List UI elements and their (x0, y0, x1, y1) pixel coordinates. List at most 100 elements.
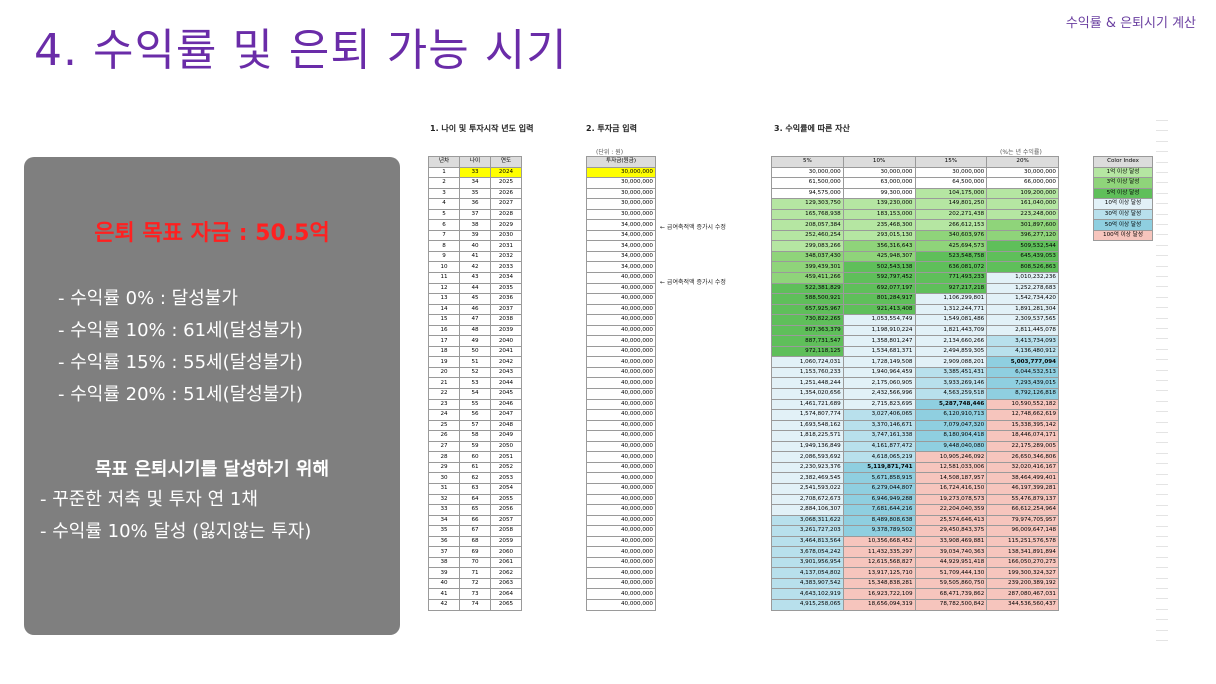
table-row: 34,000,000 (586, 229, 656, 242)
rate-unit-label: (%는 년 수익률) (1000, 149, 1042, 156)
table-row: 36 68 2059 (428, 535, 522, 548)
sheet-gridline (1156, 452, 1168, 454)
sheet-gridline (1156, 629, 1168, 631)
asset-cell: 8,792,126,818 (986, 388, 1059, 400)
age-cell: 69 (459, 546, 491, 558)
asset-cell: 13,917,125,710 (842, 567, 916, 579)
asset-cell: 63,000,000 (842, 177, 916, 189)
year-count-cell: 21 (428, 377, 460, 390)
asset-cell: 9,378,789,502 (842, 525, 916, 537)
asset-cell: 4,136,480,912 (986, 345, 1059, 358)
asset-cell: 10,356,668,452 (842, 535, 916, 548)
table-row: 1,060,724,031 1,728,149,508 2,909,088,201 5… (771, 356, 1059, 368)
year-cell: 2050 (490, 440, 522, 453)
year-count-cell: 35 (428, 525, 460, 537)
asset-cell: 199,300,324,327 (986, 567, 1059, 579)
asset-cell: 1,818,225,571 (771, 430, 844, 442)
asset-cell: 523,548,758 (914, 250, 988, 263)
principal-cell: 40,000,000 (586, 535, 656, 548)
header-year: 연도 (490, 156, 522, 168)
table-row: 2,086,593,692 4,618,065,219 10,905,246,092… (771, 451, 1059, 463)
asset-cell: 12,748,662,619 (986, 409, 1059, 421)
asset-cell: 30,000,000 (842, 166, 916, 179)
sheet-gridline (1156, 140, 1168, 142)
table-row: 1,949,136,849 4,161,877,472 9,448,040,080 2… (771, 440, 1059, 453)
year-cell: 2046 (490, 398, 522, 411)
year-cell: 2038 (490, 314, 522, 326)
table-row: 129,303,750 139,230,000 149,801,250 161,040… (771, 198, 1059, 210)
table-row: 40,000,000 (586, 345, 656, 358)
asset-cell: 344,536,560,437 (986, 598, 1059, 611)
table-row: 40,000,000 (586, 514, 656, 527)
year-count-cell: 23 (428, 398, 460, 411)
table-row: 3 35 2026 (428, 187, 522, 200)
asset-cell: 3,413,734,093 (986, 335, 1059, 347)
asset-cell: 399,439,301 (771, 261, 844, 273)
age-cell: 37 (459, 208, 491, 221)
sheet-gridline (1156, 307, 1168, 309)
table-row: 40,000,000 (586, 461, 656, 474)
table-row: 40 72 2063 (428, 577, 522, 590)
asset-cell: 78,782,500,842 (914, 598, 988, 611)
table-row: 6 38 2029 (428, 219, 522, 231)
sheet-gridline (1156, 348, 1168, 350)
year-count-cell: 40 (428, 577, 460, 590)
year-cell: 2031 (490, 240, 522, 252)
table-row: 26 58 2049 (428, 430, 522, 442)
sheet-gridline (1156, 432, 1168, 433)
asset-cell: 3,901,956,954 (771, 556, 844, 569)
year-count-cell: 41 (428, 588, 460, 600)
table-row: 3,678,054,242 11,432,335,297 39,034,740,36… (771, 546, 1059, 558)
year-count-cell: 37 (428, 546, 460, 558)
age-cell: 53 (459, 377, 491, 390)
rate-item: - 수익률 20% : 51세(달성불가) (58, 384, 303, 405)
table-row: 657,925,967 921,413,408 1,312,244,771 1,891… (771, 303, 1059, 316)
asset-cell: 3,933,269,146 (914, 377, 988, 390)
asset-cell: 730,822,265 (771, 314, 844, 326)
principal-cell: 34,000,000 (586, 250, 656, 263)
retirement-goal: 은퇴 목표 자금 : 50.5억 (94, 221, 330, 246)
table-row: 22 54 2045 (428, 388, 522, 400)
year-cell: 2063 (490, 577, 522, 590)
investment-table: 투자금(원금) 30,000,000 30,000,000 30,000,000 30… (586, 156, 656, 611)
sheet-gridline (1156, 442, 1168, 444)
table-row: 42 74 2065 (428, 598, 522, 611)
table-row: 208,057,384 235,468,300 266,612,153 301,897… (771, 219, 1059, 231)
principal-cell: 40,000,000 (586, 525, 656, 537)
age-cell: 66 (459, 514, 491, 527)
table-row: 21 53 2044 (428, 377, 522, 390)
asset-cell: 202,271,438 (914, 208, 988, 221)
asset-cell: 2,309,537,565 (986, 314, 1059, 326)
legend-row: 100억 이상 달성 (1093, 229, 1153, 242)
asset-cell: 1,461,721,689 (771, 398, 844, 411)
year-count-cell: 11 (428, 272, 460, 284)
asset-cell: 807,363,379 (771, 324, 844, 337)
asset-cell: 22,175,289,005 (986, 440, 1059, 453)
age-table: 년차 나이 연도 1 33 2024 2 34 2025 3 35 2026 4 36 2027 5 37… (428, 156, 522, 611)
table-row: 40,000,000 (586, 588, 656, 600)
asset-cell: 10,905,246,092 (914, 451, 988, 463)
table-row: 40,000,000 (586, 366, 656, 379)
table-row: 27 59 2050 (428, 440, 522, 453)
principal-cell: 34,000,000 (586, 229, 656, 242)
table-row: 30,000,000 30,000,000 30,000,000 30,000,000 (771, 166, 1059, 179)
principal-cell: 30,000,000 (586, 177, 656, 189)
year-cell: 2059 (490, 535, 522, 548)
principal-cell: 34,000,000 (586, 261, 656, 273)
asset-cell: 509,532,544 (986, 240, 1059, 252)
legend-item: 10억 이상 달성 (1093, 198, 1153, 210)
table-row: 38 70 2061 (428, 556, 522, 569)
table-row: 2,708,672,673 6,946,949,288 19,273,078,573… (771, 493, 1059, 506)
asset-cell: 166,050,270,273 (986, 556, 1059, 569)
age-cell: 35 (459, 187, 491, 200)
header-rate-20: 20% (986, 156, 1059, 168)
asset-cell: 4,915,258,065 (771, 598, 844, 611)
table-row: 807,363,379 1,198,910,224 1,821,443,709 2,8… (771, 324, 1059, 337)
asset-cell: 5,671,858,915 (842, 472, 916, 484)
asset-cell: 2,175,060,905 (842, 377, 916, 390)
year-cell: 2047 (490, 409, 522, 421)
principal-cell: 40,000,000 (586, 577, 656, 590)
header-year-count: 년차 (428, 156, 460, 168)
sheet-gridline (1156, 608, 1168, 610)
table-row: 14 46 2037 (428, 303, 522, 316)
